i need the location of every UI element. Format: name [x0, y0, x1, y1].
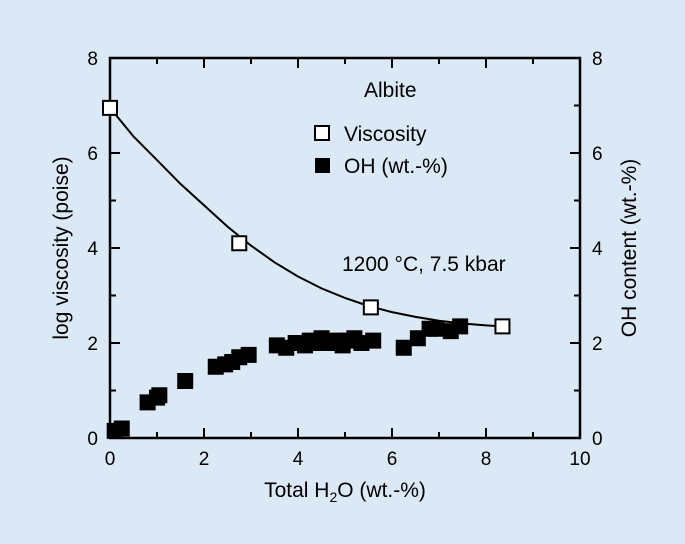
- viscosity-series-points: [102, 99, 511, 335]
- x-tick-label: 8: [481, 449, 492, 470]
- y2-axis-label: OH content (wt.-%): [618, 159, 641, 338]
- x-tick-label: 4: [293, 449, 304, 470]
- oh-point: [177, 373, 194, 389]
- viscosity-point: [362, 299, 379, 316]
- viscosity-point: [494, 318, 511, 335]
- y-axis-label: log viscosity (poise): [50, 156, 73, 339]
- legend-marker-open-square: [314, 125, 330, 141]
- y-tick-label: 8: [87, 49, 98, 70]
- legend: Viscosity OH (wt.-%): [314, 123, 448, 178]
- x-axis-label: Total H2O (wt.-%): [264, 479, 426, 505]
- y-tick-label: 6: [87, 144, 98, 165]
- material-annotation: Albite: [364, 79, 417, 102]
- legend-label-viscosity: Viscosity: [344, 123, 427, 146]
- conditions-annotation: 1200 °C, 7.5 kbar: [342, 253, 506, 276]
- y-tick-label: 4: [87, 239, 98, 260]
- y-tick-label: 2: [87, 334, 98, 355]
- oh-point: [151, 387, 168, 404]
- x-tick-label: 6: [387, 449, 398, 470]
- x-tick-label: 2: [199, 449, 210, 470]
- oh-point: [240, 346, 257, 363]
- y2-tick-label: 6: [592, 144, 603, 165]
- oh-series-points: [106, 318, 469, 439]
- x-tick-label: 10: [569, 449, 590, 470]
- legend-label-oh: OH (wt.-%): [344, 155, 448, 178]
- oh-point: [428, 320, 445, 337]
- x-tick-label: 0: [105, 449, 116, 470]
- y2-tick-label: 0: [592, 429, 603, 450]
- oh-point: [452, 318, 469, 335]
- y2-tick-label: 4: [592, 239, 603, 260]
- legend-marker-filled-square: [315, 158, 330, 173]
- y-tick-label: 0: [87, 429, 98, 450]
- y2-tick-label: 2: [592, 334, 603, 355]
- viscosity-point: [102, 99, 118, 116]
- oh-point: [395, 339, 412, 356]
- viscosity-point: [231, 235, 248, 252]
- y2-tick-label: 8: [592, 49, 603, 70]
- oh-point: [365, 332, 382, 349]
- oh-point: [113, 420, 130, 437]
